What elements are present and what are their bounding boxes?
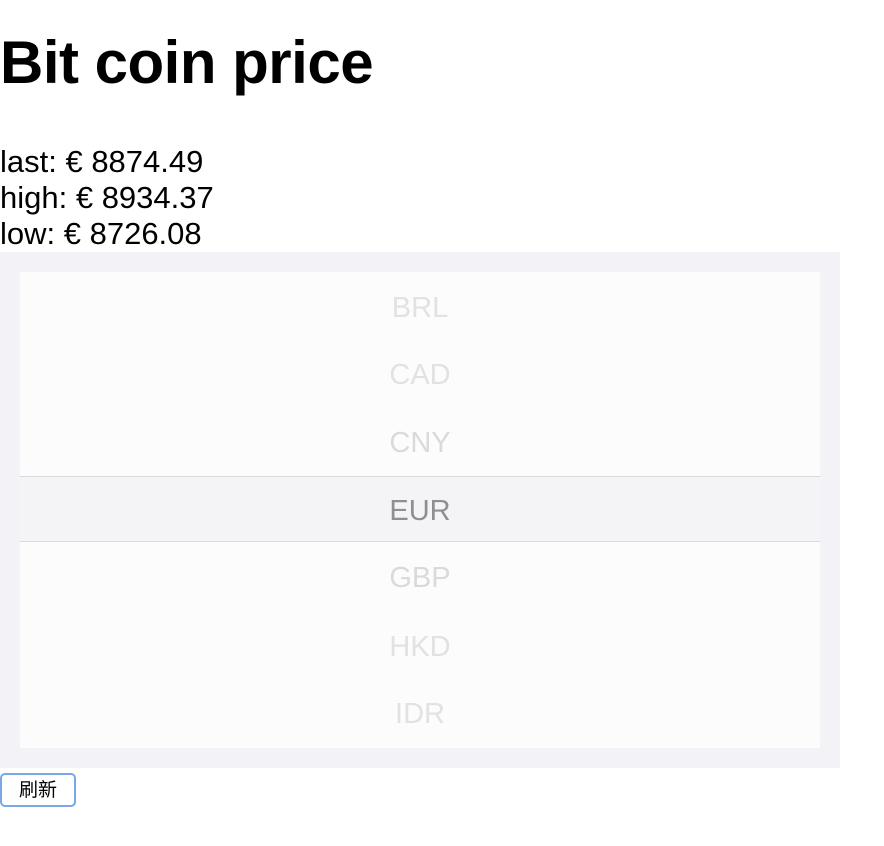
currency-option-gbp[interactable]: GBP xyxy=(389,562,451,594)
price-stats: last: € 8874.49 high: € 8934.37 low: € 8… xyxy=(0,144,214,252)
currency-option-brl[interactable]: BRL xyxy=(391,292,449,324)
refresh-button[interactable]: 刷新 xyxy=(0,773,76,807)
currency-option-cny[interactable]: CNY xyxy=(389,427,451,459)
selection-indicator xyxy=(20,476,820,542)
currency-option-idr[interactable]: IDR xyxy=(395,698,445,730)
currency-option-hkd[interactable]: HKD xyxy=(389,631,451,663)
last-price: last: € 8874.49 xyxy=(0,144,204,179)
currency-option-eur-selected[interactable]: EUR xyxy=(389,495,451,527)
currency-wheel[interactable]: BRL CAD CNY EUR GBP HKD IDR xyxy=(20,272,820,748)
page-title: Bit coin price xyxy=(0,29,374,96)
high-price: high: € 8934.37 xyxy=(0,180,214,215)
currency-option-cad[interactable]: CAD xyxy=(389,359,451,391)
low-price: low: € 8726.08 xyxy=(0,216,202,251)
currency-picker[interactable]: BRL CAD CNY EUR GBP HKD IDR xyxy=(0,252,840,768)
